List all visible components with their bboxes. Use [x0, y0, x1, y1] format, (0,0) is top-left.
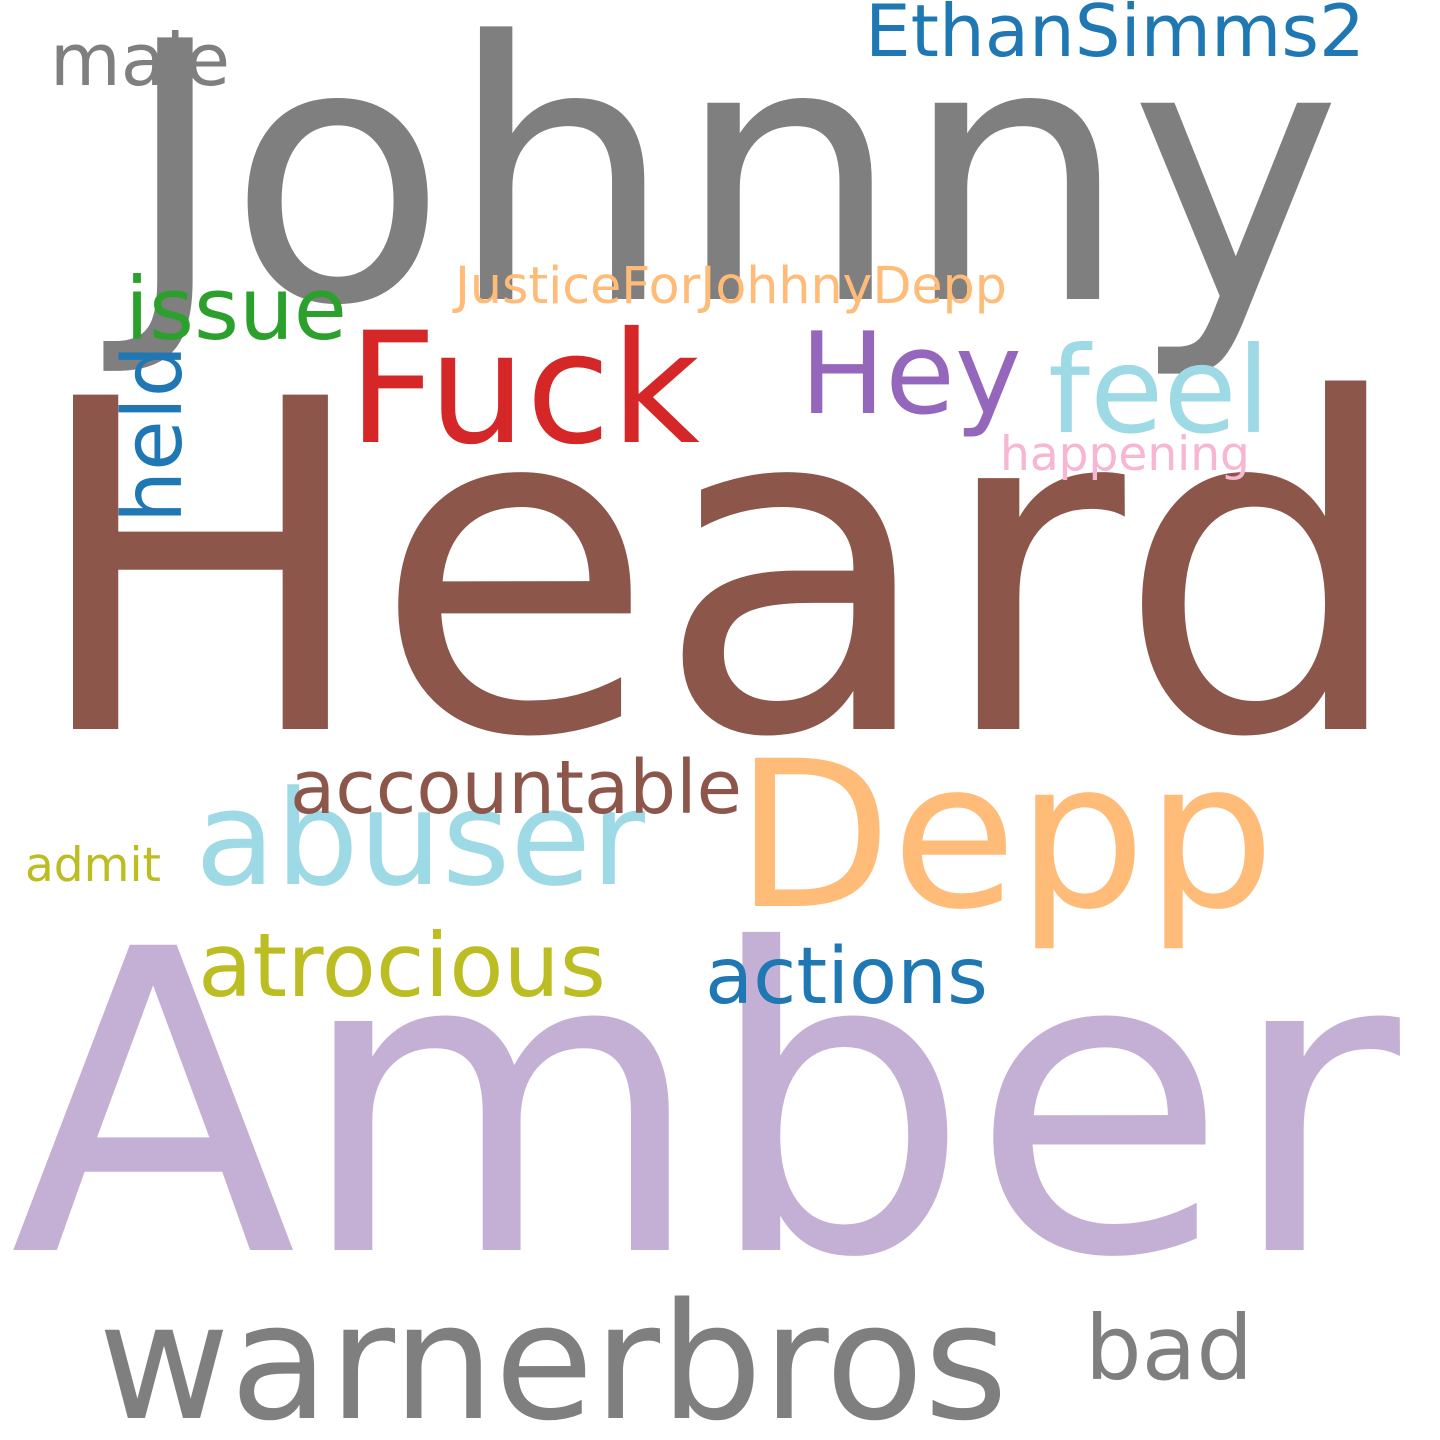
word-actions: actions	[705, 929, 988, 1022]
word-johnny: Johnny	[122, 0, 1342, 384]
word-happening: happening	[1000, 426, 1250, 482]
word-amber: Amber	[10, 860, 1400, 1349]
word-accountable: accountable	[290, 744, 742, 831]
word-admit: admit	[25, 838, 161, 894]
word-feel: feel	[1048, 322, 1270, 462]
word-depp: Depp	[735, 716, 1275, 954]
word-male: male	[50, 18, 230, 103]
word-held: held	[105, 345, 201, 523]
word-justiceforjohnnydepp: JusticeForJohhnyDepp	[455, 255, 1007, 315]
word-abuser: abuser	[195, 762, 645, 916]
word-fuck: Fuck	[348, 300, 700, 480]
word-atrocious: atrocious	[198, 913, 606, 1017]
word-issue: issue	[125, 260, 347, 361]
word-bad: bad	[1085, 1296, 1253, 1401]
word-ethansimms2: EthanSimms2	[865, 0, 1365, 75]
word-hey: Hey	[800, 308, 1022, 441]
word-warnerbros: warnerbros	[98, 1269, 1008, 1440]
word-heard: Heard	[28, 303, 1408, 838]
